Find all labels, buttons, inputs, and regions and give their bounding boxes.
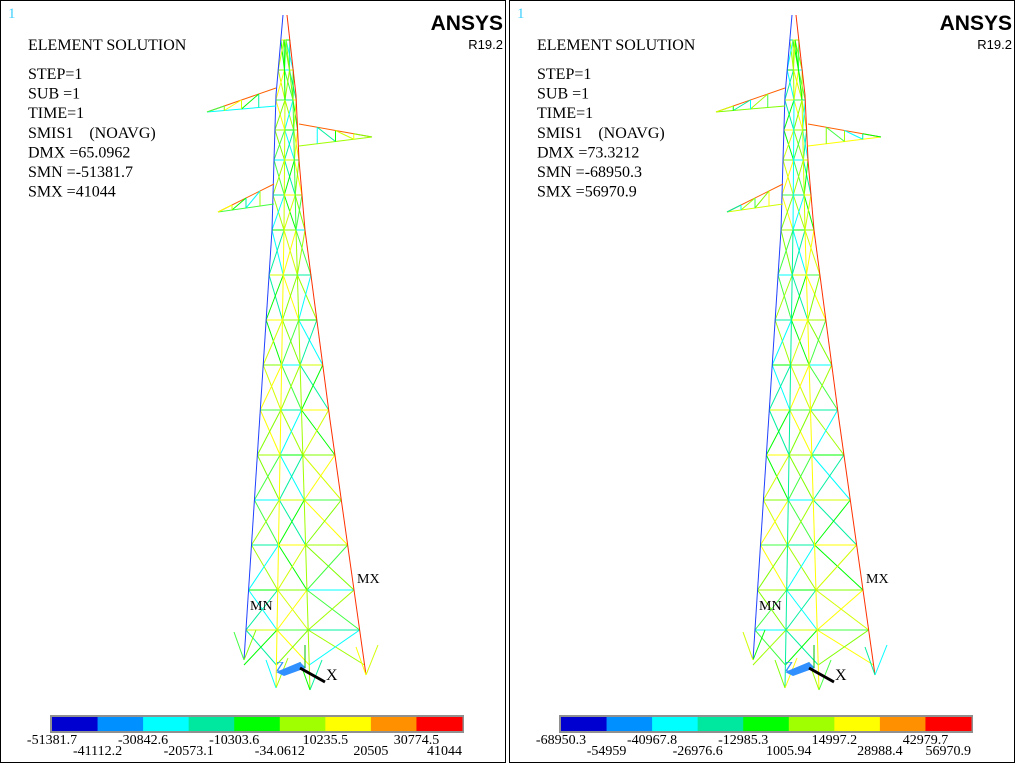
logo: ANSYS: [940, 12, 1012, 35]
window-number: 1: [8, 6, 16, 22]
max-marker: MX: [866, 572, 889, 587]
max-marker: MX: [357, 572, 380, 587]
legend-swatch: [743, 717, 789, 731]
window-number: 1: [517, 6, 525, 22]
legend-label: 10235.5: [303, 733, 349, 748]
info-line: SUB =1: [537, 86, 589, 103]
legend-label: -26976.6: [673, 744, 723, 759]
legend-swatch: [371, 717, 417, 731]
info-line: DMX =73.3212: [537, 144, 639, 161]
info-line: SMX =41044: [28, 184, 116, 201]
info-line: DMX =65.0962: [28, 144, 130, 161]
legend-label: 56970.9: [926, 744, 972, 759]
legend-swatch: [325, 717, 371, 731]
axis-label: X: [326, 667, 338, 684]
legend-label: 28988.4: [857, 744, 903, 759]
version: R19.2: [977, 37, 1012, 52]
legend-label: -20573.1: [164, 744, 214, 759]
info-line: TIME=1: [28, 105, 84, 122]
axis-label: Z: [785, 660, 794, 675]
info-line: TIME=1: [537, 105, 593, 122]
version: R19.2: [468, 37, 503, 52]
legend-swatch: [189, 717, 235, 731]
result-panel: 1 ELEMENT SOLUTION ANSYS R19.2 STEP=1 SUB =1 T…: [1, 1, 506, 763]
axis-label: X: [835, 667, 847, 684]
legend-swatch: [98, 717, 144, 731]
info-line: SMN =-68950.3: [537, 164, 642, 181]
legend-swatch: [280, 717, 326, 731]
legend-swatch: [880, 717, 926, 731]
min-marker: MN: [759, 599, 782, 614]
result-panel: 1 ELEMENT SOLUTION ANSYS R19.2 STEP=1 SUB =1 T…: [510, 1, 1015, 763]
legend-swatch: [834, 717, 880, 731]
legend-label: 14997.2: [812, 733, 858, 748]
legend-swatch: [925, 717, 971, 731]
result-title: ELEMENT SOLUTION: [28, 37, 187, 54]
legend-swatch: [416, 717, 462, 731]
info-line: STEP=1: [28, 66, 82, 83]
legend-swatch: [561, 717, 607, 731]
info-line: SMX =56970.9: [537, 184, 637, 201]
legend-swatch: [234, 717, 280, 731]
legend-label: -51381.7: [27, 733, 77, 748]
min-marker: MN: [250, 599, 273, 614]
info-line: SMIS1 (NOAVG): [28, 125, 156, 142]
legend-label: -12985.3: [718, 733, 768, 748]
info-line: STEP=1: [537, 66, 591, 83]
screen: 1 ELEMENT SOLUTION ANSYS R19.2 STEP=1 SUB =1 T…: [0, 0, 1015, 763]
legend-label: -30842.6: [118, 733, 168, 748]
info-line: SUB =1: [28, 86, 80, 103]
legend-label: 1005.94: [766, 744, 812, 759]
logo: ANSYS: [431, 12, 503, 35]
legend-swatch: [652, 717, 698, 731]
legend-swatch: [607, 717, 653, 731]
legend-swatch: [52, 717, 98, 731]
legend-swatch: [143, 717, 189, 731]
legend-label: -68950.3: [536, 733, 586, 748]
legend-swatch: [789, 717, 835, 731]
legend-label: -10303.6: [209, 733, 259, 748]
info-line: SMIS1 (NOAVG): [537, 125, 665, 142]
legend-label: -54959: [587, 744, 627, 759]
legend-label: -41112.2: [73, 744, 122, 759]
legend-label: 41044: [427, 744, 462, 759]
info-line: SMN =-51381.7: [28, 164, 133, 181]
legend-swatch: [698, 717, 744, 731]
legend-label: 20505: [353, 744, 388, 759]
axis-label: Z: [276, 660, 285, 675]
result-title: ELEMENT SOLUTION: [537, 37, 696, 54]
legend-label: -34.0612: [255, 744, 305, 759]
legend-label: -40967.8: [627, 733, 677, 748]
